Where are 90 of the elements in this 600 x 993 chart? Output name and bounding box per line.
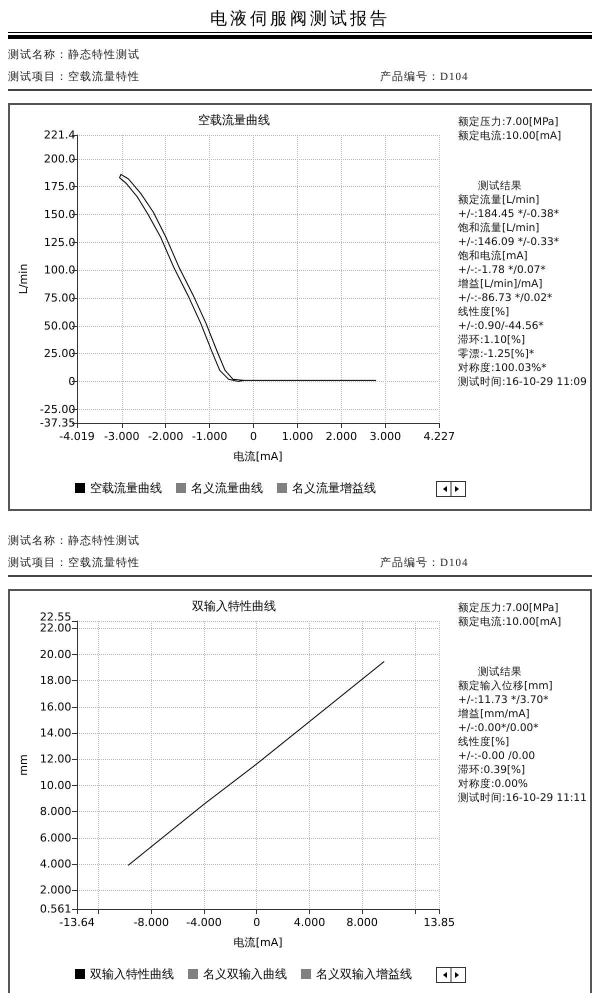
y-axis-title: L/min <box>17 264 30 294</box>
text: 增益[mm/mA] <box>458 707 531 721</box>
y-tick-label: 22.55 <box>40 610 72 624</box>
x-tick-label: -4.019 <box>59 430 95 443</box>
text: 产品编号：D104 <box>380 556 468 570</box>
y-tick-label: 25.00 <box>44 347 76 360</box>
y-tick-label: 125.0 <box>44 236 76 249</box>
y-tick-label: 22.00 <box>40 622 72 635</box>
x-tick-label: 4.000 <box>294 916 326 929</box>
text: +/-:-1.78 */0.07* <box>458 263 547 277</box>
text: 额定压力:7.00[MPa] <box>458 601 560 615</box>
legend-label: 名义流量增益线 <box>292 481 376 495</box>
line-series <box>128 660 385 866</box>
y-tick-label: 50.00 <box>44 319 76 332</box>
x-tick-label: -13.64 <box>59 916 95 929</box>
text: 额定流量[L/min] <box>458 193 540 207</box>
text: 测试时间:16-10-29 11:09 <box>458 375 587 389</box>
x-tick-label: 3.000 <box>370 430 402 443</box>
x-tick-label: -3.000 <box>104 430 140 443</box>
x-tick-label: 13.85 <box>424 916 456 929</box>
text: 测试名称：静态特性测试 <box>8 534 140 548</box>
x-tick-label: 0 <box>250 430 258 443</box>
text: 电液伺服阀测试报告 <box>209 8 391 30</box>
text: +/-:-0.00 /0.00 <box>458 749 536 763</box>
y-tick-label: 75.00 <box>44 291 76 304</box>
x-tick-label: 2.000 <box>326 430 358 443</box>
y-tick-label: 2.000 <box>40 884 72 897</box>
y-tick-label: 18.00 <box>40 674 72 688</box>
text: 额定压力:7.00[MPa] <box>458 115 560 129</box>
chart-title: 双输入特性曲线 <box>192 599 276 613</box>
text: 测试项目：空载流量特性 <box>8 556 140 570</box>
text: 饱和电流[mA] <box>458 249 529 263</box>
text: +/-:146.09 */-0.33* <box>458 235 560 249</box>
x-tick-label: -1.000 <box>192 430 228 443</box>
text: 线性度[%] <box>458 305 510 319</box>
y-tick-label: 10.00 <box>40 778 72 792</box>
text: 对称度:0.00% <box>458 777 529 791</box>
text: 对称度:100.03%* <box>458 361 548 375</box>
legend-label: 名义双输入曲线 <box>203 967 287 981</box>
legend-label: 名义流量曲线 <box>191 481 263 495</box>
x-tick-label: 1.000 <box>282 430 314 443</box>
y-tick-label: 150.0 <box>44 208 76 221</box>
y-tick-label: 175.0 <box>44 180 76 194</box>
text: 滞环:1.10[%] <box>458 333 526 347</box>
y-tick-label: -25.00 <box>40 402 76 416</box>
y-tick-label: 4.000 <box>40 857 72 870</box>
text: 测试时间:16-10-29 11:11 <box>458 791 587 805</box>
text: 额定电流:10.00[mA] <box>458 615 562 629</box>
y-axis-title: mm <box>17 754 30 776</box>
y-tick-label: 100.0 <box>44 264 76 277</box>
x-tick-label: -8.000 <box>134 916 170 929</box>
x-tick-label: -2.000 <box>148 430 184 443</box>
x-tick-label: 4.227 <box>424 430 456 443</box>
y-tick-label: 0.561 <box>40 902 72 916</box>
y-tick-label: 8.000 <box>40 805 72 818</box>
x-tick-label: -4.000 <box>186 916 222 929</box>
x-tick-label: 0 <box>253 916 260 929</box>
text: +/-:-86.73 */0.02* <box>458 291 554 305</box>
text: 测试结果 <box>477 665 523 679</box>
y-tick-label: 20.00 <box>40 648 72 661</box>
chart-title: 空载流量曲线 <box>198 113 270 127</box>
text: +/-:184.45 */-0.38* <box>458 207 560 221</box>
text: 饱和流量[L/min] <box>458 221 540 235</box>
y-tick-label: 16.00 <box>40 700 72 714</box>
text: 额定输入位移[mm] <box>458 679 554 693</box>
legend-label: 空载流量曲线 <box>90 481 162 495</box>
text: 测试结果 <box>477 179 523 193</box>
text: 零漂:-1.25[%]* <box>458 347 536 361</box>
legend-label: 名义双输入增益线 <box>316 967 412 981</box>
legend-label: 双输入特性曲线 <box>90 967 174 981</box>
text: 增益[L/min]/mA] <box>458 277 544 291</box>
y-tick-label: 200.0 <box>44 152 76 166</box>
text: 测试名称：静态特性测试 <box>8 48 140 62</box>
text: 线性度[%] <box>458 735 510 749</box>
y-tick-label: 12.00 <box>40 752 72 766</box>
text: +/-:0.00*/0.00* <box>458 721 540 735</box>
y-tick-label: 14.00 <box>40 726 72 740</box>
text: +/-:0.90/-44.56* <box>458 319 545 333</box>
y-tick-label: 221.4 <box>44 128 76 142</box>
text: +/-:11.73 */3.70* <box>458 693 550 707</box>
x-axis-title: 电流[mA] <box>234 450 283 463</box>
y-tick-label: -37.35 <box>40 416 76 430</box>
x-tick-label: 8.000 <box>346 916 378 929</box>
line-series <box>119 174 377 382</box>
text: 额定电流:10.00[mA] <box>458 129 562 143</box>
text: 滞环:0.39[%] <box>458 763 526 777</box>
text: 产品编号：D104 <box>380 70 468 84</box>
x-axis-title: 电流[mA] <box>234 936 283 949</box>
text: 测试项目：空载流量特性 <box>8 70 140 84</box>
y-tick-label: 6.000 <box>40 831 72 844</box>
